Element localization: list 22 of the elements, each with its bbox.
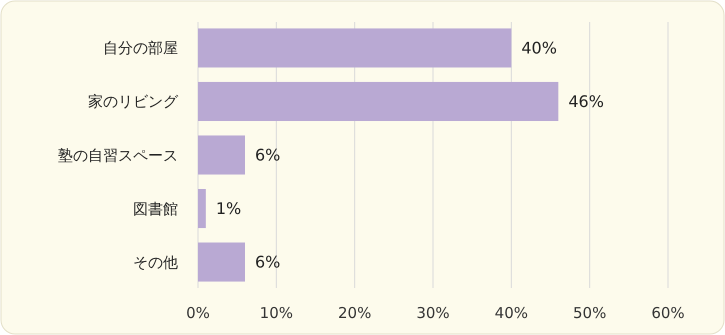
y-tick-label: 図書館 xyxy=(133,200,178,218)
x-tick-label: 20% xyxy=(338,304,372,322)
x-tick-label: 60% xyxy=(651,304,685,322)
y-tick-label: 自分の部屋 xyxy=(103,39,178,58)
x-tick-label: 30% xyxy=(416,304,450,322)
x-tick-label: 40% xyxy=(494,304,528,322)
y-tick-label: 塾の自習スペース xyxy=(58,146,178,164)
data-label: 6% xyxy=(255,252,280,272)
data-label: 46% xyxy=(568,92,604,112)
data-label: 1% xyxy=(216,199,242,218)
y-tick-label: 家のリビング xyxy=(88,92,179,111)
bar xyxy=(198,188,206,228)
y-tick-label: その他 xyxy=(133,253,178,272)
bar xyxy=(198,242,245,282)
data-label: 40% xyxy=(521,38,557,58)
x-tick-label: 10% xyxy=(260,304,294,322)
x-tick-label: 0% xyxy=(186,304,210,322)
x-tick-label: 50% xyxy=(572,304,606,322)
bar xyxy=(198,135,245,175)
bar xyxy=(198,28,512,68)
data-label: 6% xyxy=(255,146,280,165)
bar xyxy=(198,82,558,122)
